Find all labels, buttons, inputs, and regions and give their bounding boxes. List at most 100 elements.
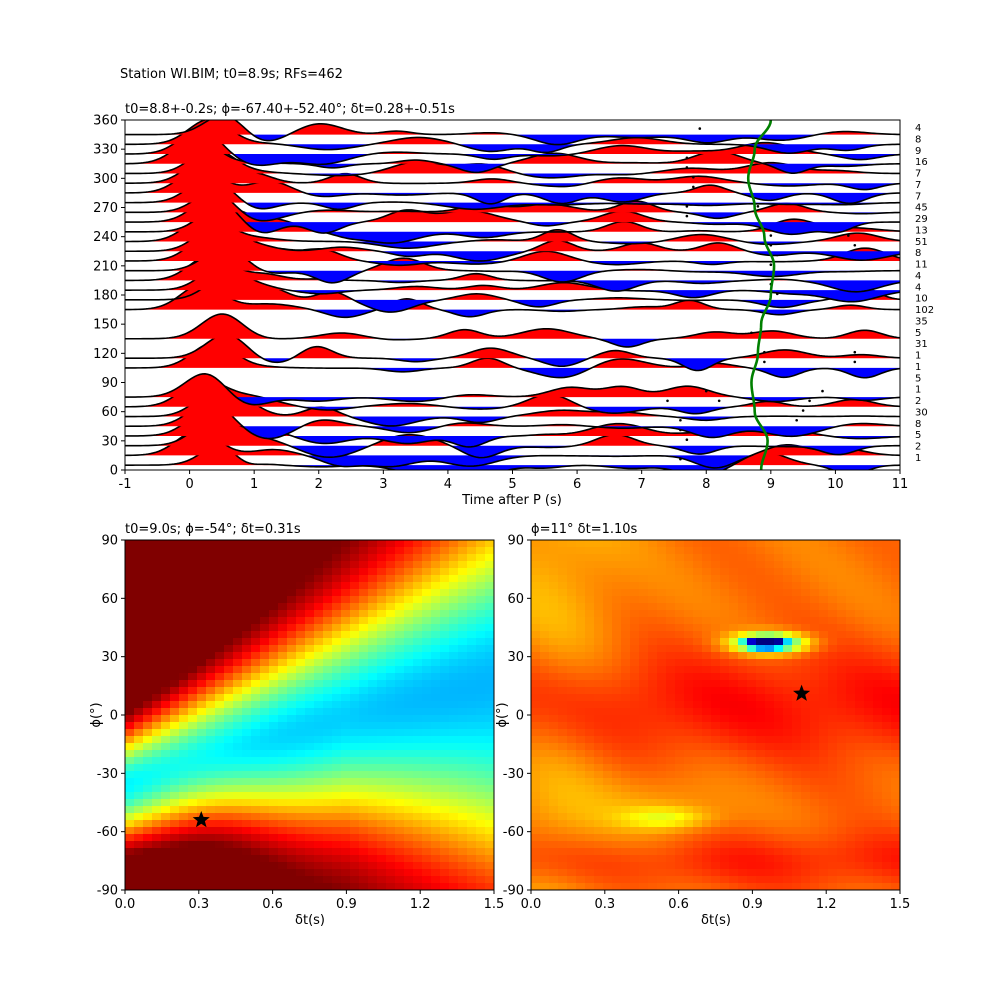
heatmap-cell xyxy=(576,806,586,814)
heatmap-cell xyxy=(747,750,757,758)
heatmap-cell xyxy=(621,673,631,681)
heatmap-cell xyxy=(314,631,324,639)
heatmap-cell xyxy=(612,757,622,765)
heatmap-cell xyxy=(125,736,135,744)
heatmap-cell xyxy=(567,568,577,576)
heatmap-cell xyxy=(630,841,640,849)
heatmap-cell xyxy=(666,575,676,583)
heatmap-cell xyxy=(729,862,739,870)
heatmap-cell xyxy=(828,785,838,793)
heatmap-cell xyxy=(792,701,802,709)
heatmap-cell xyxy=(287,540,297,548)
heatmap-cell xyxy=(639,722,649,730)
heatmap-cell xyxy=(639,568,649,576)
heatmap-cell xyxy=(747,666,757,674)
heatmap-cell xyxy=(377,589,387,597)
heatmap-cell xyxy=(549,680,559,688)
heatmap-cell xyxy=(206,638,216,646)
heatmap-cell xyxy=(891,582,900,590)
heatmap-cell xyxy=(143,687,153,695)
heatmap-cell xyxy=(567,617,577,625)
heatmap-cell xyxy=(531,757,541,765)
heatmap-cell xyxy=(233,687,243,695)
heatmap-cell xyxy=(612,694,622,702)
heatmap-cell xyxy=(422,722,432,730)
rf-trace-positive-fill xyxy=(125,120,900,145)
heatmap-cell xyxy=(440,806,450,814)
heatmap-cell xyxy=(864,701,874,709)
heatmap-cell xyxy=(792,743,802,751)
heatmap-cell xyxy=(179,771,189,779)
heatmap-cell xyxy=(630,792,640,800)
rf-trace-negative-fill xyxy=(125,270,900,283)
heatmap-cell xyxy=(449,624,459,632)
rf-x-axis: -1 0 1 2 3 4 5 6 7 8 9 10 11 xyxy=(119,470,908,492)
heatmap-cell xyxy=(431,743,441,751)
heatmap-cell xyxy=(215,757,225,765)
heatmap-cell xyxy=(738,561,748,569)
heatmap-cell xyxy=(395,708,405,716)
heatmap-cell xyxy=(648,743,658,751)
heatmap-cell xyxy=(287,862,297,870)
y-tick-label: 210 xyxy=(93,259,118,274)
heatmap-cell xyxy=(134,561,144,569)
heatmap-cell xyxy=(612,582,622,590)
heatmap-cell xyxy=(170,792,180,800)
heatmap-cell xyxy=(783,820,793,828)
heatmap-cell xyxy=(404,708,414,716)
heatmap-cell xyxy=(657,757,667,765)
heatmap-cell xyxy=(395,862,405,870)
heatmap-cell xyxy=(422,575,432,583)
heatmap-cell xyxy=(197,806,207,814)
heatmap-cell xyxy=(269,806,279,814)
heatmap-cell xyxy=(332,687,342,695)
heatmap-cell xyxy=(567,750,577,758)
heatmap-cell xyxy=(422,848,432,856)
heatmap-cell xyxy=(666,680,676,688)
heatmap-cell xyxy=(125,554,135,562)
heatmap-cell xyxy=(549,610,559,618)
heatmap-cell xyxy=(458,848,468,856)
heatmap-cell xyxy=(765,659,775,667)
heatmap-cell xyxy=(395,820,405,828)
heatmap-cell xyxy=(639,883,649,890)
heatmap-cell xyxy=(377,876,387,884)
heatmap-cell xyxy=(603,659,613,667)
heatmap-cell xyxy=(323,701,333,709)
heatmap-cell xyxy=(729,876,739,884)
heatmap-cell xyxy=(612,792,622,800)
heatmap-cell xyxy=(440,673,450,681)
heatmap-cell xyxy=(449,575,459,583)
heatmap-cell xyxy=(882,645,892,653)
heatmap-cell xyxy=(891,820,900,828)
heatmap-cell xyxy=(666,596,676,604)
heatmap-cell xyxy=(738,582,748,590)
heatmap-cell xyxy=(197,743,207,751)
heatmap-cell xyxy=(287,771,297,779)
heatmap-cell xyxy=(882,799,892,807)
heatmap-cell xyxy=(278,603,288,611)
heatmap-cell xyxy=(558,708,568,716)
heatmap-cell xyxy=(864,554,874,562)
heatmap-cell xyxy=(287,575,297,583)
heatmap-cell xyxy=(161,694,171,702)
heatmap-cell xyxy=(828,652,838,660)
heatmap-cell xyxy=(224,764,234,772)
heatmap-cell xyxy=(675,617,685,625)
heatmap-cell xyxy=(197,596,207,604)
heatmap-cell xyxy=(251,554,261,562)
y-tick-label: 90 xyxy=(101,376,118,391)
heatmap-cell xyxy=(152,876,162,884)
heatmap-cell xyxy=(233,876,243,884)
heatmap-cell xyxy=(549,666,559,674)
heatmap-cell xyxy=(179,666,189,674)
heatmap-cell xyxy=(233,855,243,863)
heatmap-cell xyxy=(549,589,559,597)
rf-count-label: 102 xyxy=(915,305,934,316)
heatmap-cell xyxy=(846,631,856,639)
heatmap-cell xyxy=(431,750,441,758)
heatmap-cell xyxy=(404,624,414,632)
heatmap-cell xyxy=(792,561,802,569)
heatmap-cell xyxy=(765,771,775,779)
heatmap-cell xyxy=(332,764,342,772)
